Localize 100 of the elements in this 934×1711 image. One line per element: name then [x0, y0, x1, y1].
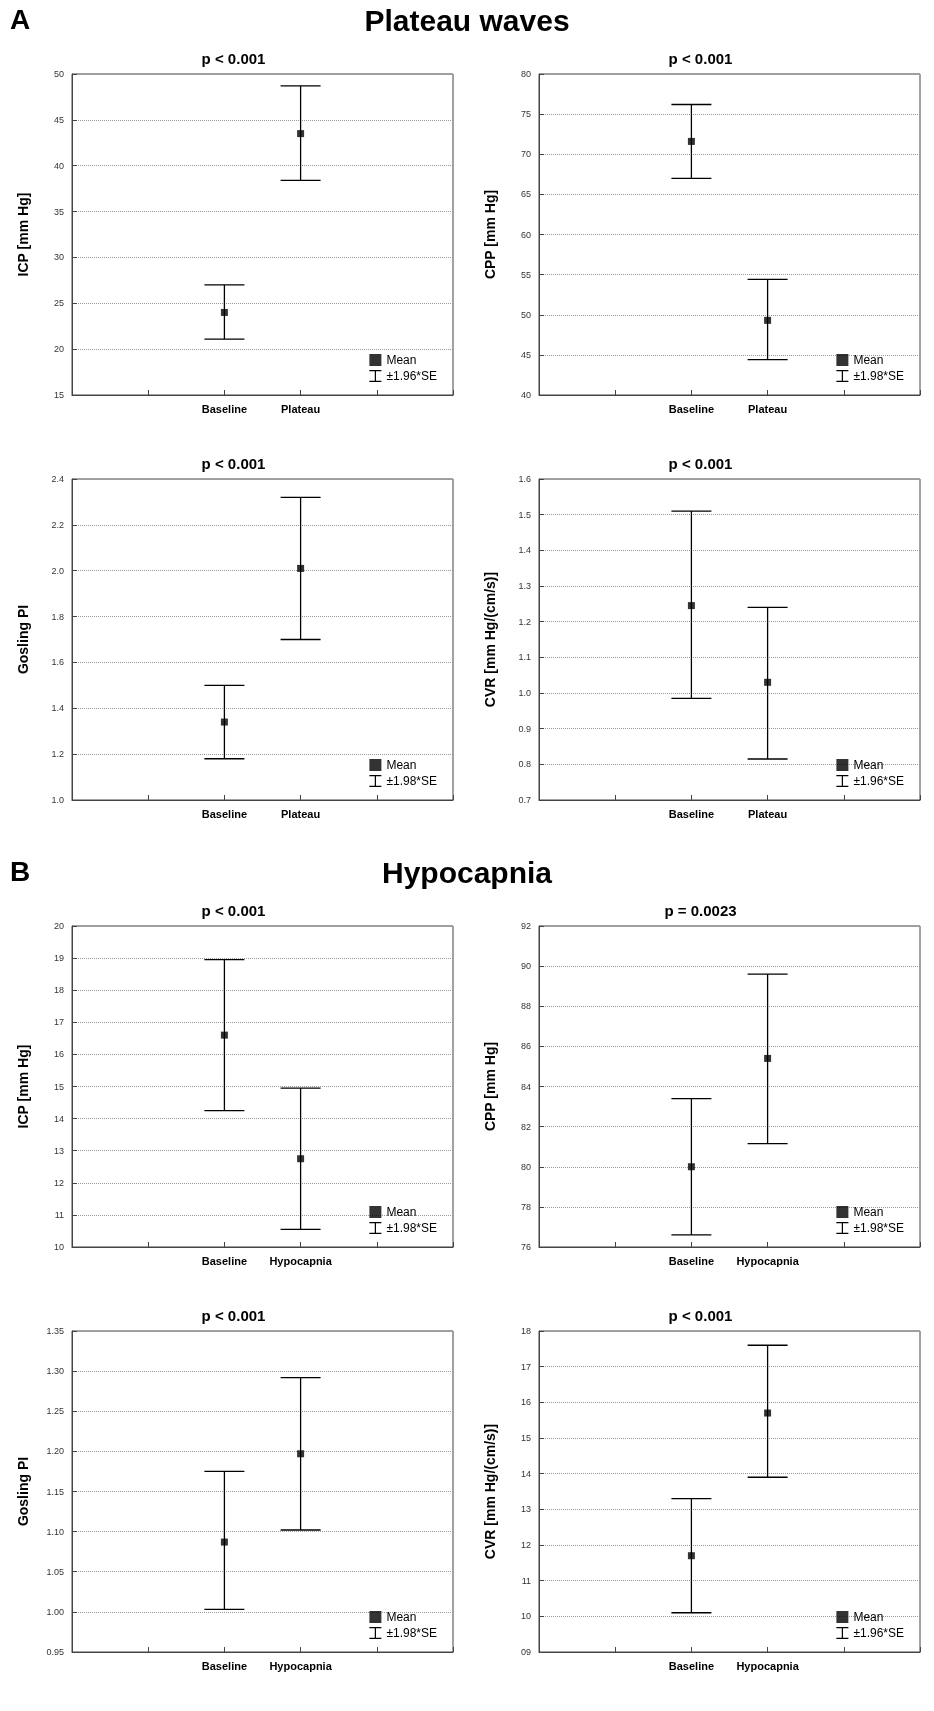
x-tick-label: Plateau — [748, 807, 788, 820]
y-tick-label: 1.1 — [518, 652, 531, 663]
text: Plateau waves — [364, 4, 570, 37]
y-tick-label: 09 — [520, 1647, 531, 1657]
y-tick-label: 16 — [520, 1397, 531, 1408]
y-tick-label: 1.3 — [518, 581, 531, 591]
y-tick-label: 0.9 — [518, 723, 531, 734]
y-tick-label: 40 — [520, 390, 531, 400]
y-tick-label: 92 — [520, 921, 531, 931]
y-tick-label: 0.95 — [46, 1647, 64, 1657]
annotation: ±1.98*SE — [386, 1626, 438, 1640]
y-axis-title: CPP [mm Hg] — [482, 1041, 498, 1132]
y-tick-label: 2.4 — [51, 474, 64, 484]
y-tick-label: 1.30 — [46, 1366, 64, 1377]
chart-title: p < 0.001 — [201, 1307, 266, 1324]
annotation: ±1.96*SE — [853, 1626, 905, 1640]
y-tick-label: 11 — [54, 1209, 64, 1220]
y-tick-label: 1.20 — [46, 1446, 64, 1457]
y-tick-label: 17 — [53, 1017, 64, 1028]
y-tick-label: 86 — [520, 1041, 531, 1052]
y-tick-label: 1.6 — [51, 657, 64, 668]
y-tick-label: 14 — [53, 1113, 64, 1124]
y-tick-label: 60 — [520, 229, 531, 240]
chart-title: p < 0.001 — [201, 455, 266, 472]
legend-label: Mean — [386, 758, 417, 772]
chart-title: p < 0.001 — [668, 1307, 733, 1324]
y-tick-label: 1.2 — [518, 616, 531, 627]
annotation: ±1.98*SE — [853, 369, 905, 383]
y-tick-label: 18 — [520, 1326, 531, 1336]
chart-title: p < 0.001 — [201, 902, 266, 919]
y-tick-label: 88 — [520, 1001, 531, 1012]
x-tick-label: Baseline — [201, 1254, 248, 1267]
y-tick-label: 55 — [520, 269, 531, 280]
y-tick-label: 35 — [53, 206, 64, 217]
x-tick-label: Baseline — [668, 1254, 715, 1267]
y-tick-label: 84 — [520, 1081, 531, 1092]
y-tick-label: 40 — [53, 160, 64, 171]
y-tick-label: 1.25 — [46, 1406, 64, 1417]
y-axis-title: ICP [mm Hg] — [15, 1044, 31, 1129]
text: A — [10, 4, 31, 36]
x-tick-label: Baseline — [668, 402, 715, 415]
y-tick-label: 70 — [520, 149, 531, 160]
legend-label: Mean — [853, 353, 884, 367]
x-tick-label: Baseline — [201, 402, 248, 415]
legend-label: Mean — [386, 1610, 417, 1624]
annotation: ±1.96*SE — [853, 774, 905, 788]
y-tick-label: 1.15 — [46, 1486, 64, 1497]
y-tick-label: 65 — [520, 189, 531, 200]
y-tick-label: 12 — [53, 1177, 64, 1188]
y-tick-label: 2.0 — [51, 565, 64, 576]
y-tick-label: 13 — [53, 1145, 64, 1156]
chart-title: p = 0.0023 — [664, 902, 737, 919]
legend-label: Mean — [386, 353, 417, 367]
text: Hypocapnia — [381, 856, 553, 889]
annotation: ±1.96*SE — [386, 369, 438, 383]
y-axis-title: CVR [mm Hg/(cm/s)] — [482, 1423, 498, 1560]
x-tick-label: Hypocapnia — [269, 1659, 333, 1672]
y-tick-label: 80 — [520, 69, 531, 79]
y-tick-label: 76 — [520, 1242, 531, 1252]
chart-title: p < 0.001 — [668, 455, 733, 472]
y-tick-label: 1.5 — [518, 509, 531, 520]
legend-label: Mean — [853, 1610, 884, 1624]
y-tick-label: 11 — [521, 1575, 531, 1586]
x-tick-label: Baseline — [201, 807, 248, 820]
y-tick-label: 20 — [53, 921, 64, 931]
y-tick-label: 45 — [53, 114, 64, 125]
y-tick-label: 1.4 — [518, 545, 531, 556]
y-tick-label: 1.0 — [518, 688, 531, 698]
x-tick-label: Hypocapnia — [736, 1254, 800, 1267]
y-tick-label: 1.00 — [46, 1606, 64, 1617]
y-axis-title: CPP [mm Hg] — [482, 189, 498, 280]
y-tick-label: 2.2 — [51, 519, 64, 530]
legend-label: Mean — [386, 1205, 417, 1219]
y-tick-label: 25 — [53, 298, 64, 309]
legend-label: Mean — [853, 1205, 884, 1219]
y-tick-label: 15 — [520, 1433, 531, 1443]
y-tick-label: 1.05 — [46, 1566, 64, 1577]
y-tick-label: 17 — [520, 1361, 531, 1372]
y-tick-label: 18 — [53, 985, 64, 996]
y-axis-title: CVR [mm Hg/(cm/s)] — [482, 571, 498, 708]
x-tick-label: Hypocapnia — [269, 1254, 333, 1267]
y-axis-title: Gosling PI — [15, 1456, 31, 1527]
y-axis-title: ICP [mm Hg] — [15, 192, 31, 277]
y-tick-label: 1.10 — [46, 1526, 64, 1537]
y-tick-label: 50 — [520, 309, 531, 320]
y-tick-label: 14 — [520, 1468, 531, 1479]
y-tick-label: 30 — [53, 252, 64, 263]
y-tick-label: 80 — [520, 1161, 531, 1172]
y-tick-label: 82 — [520, 1121, 531, 1132]
x-tick-label: Baseline — [201, 1659, 248, 1672]
chart-title: p < 0.001 — [668, 50, 733, 67]
chart-title: p < 0.001 — [201, 50, 266, 67]
y-tick-label: 1.35 — [46, 1326, 64, 1336]
x-tick-label: Plateau — [281, 402, 321, 415]
y-tick-label: 15 — [53, 390, 64, 400]
y-tick-label: 15 — [53, 1081, 64, 1092]
y-tick-label: 13 — [520, 1504, 531, 1515]
y-tick-label: 1.4 — [51, 703, 64, 714]
y-tick-label: 19 — [53, 953, 64, 964]
y-tick-label: 0.7 — [518, 795, 531, 805]
